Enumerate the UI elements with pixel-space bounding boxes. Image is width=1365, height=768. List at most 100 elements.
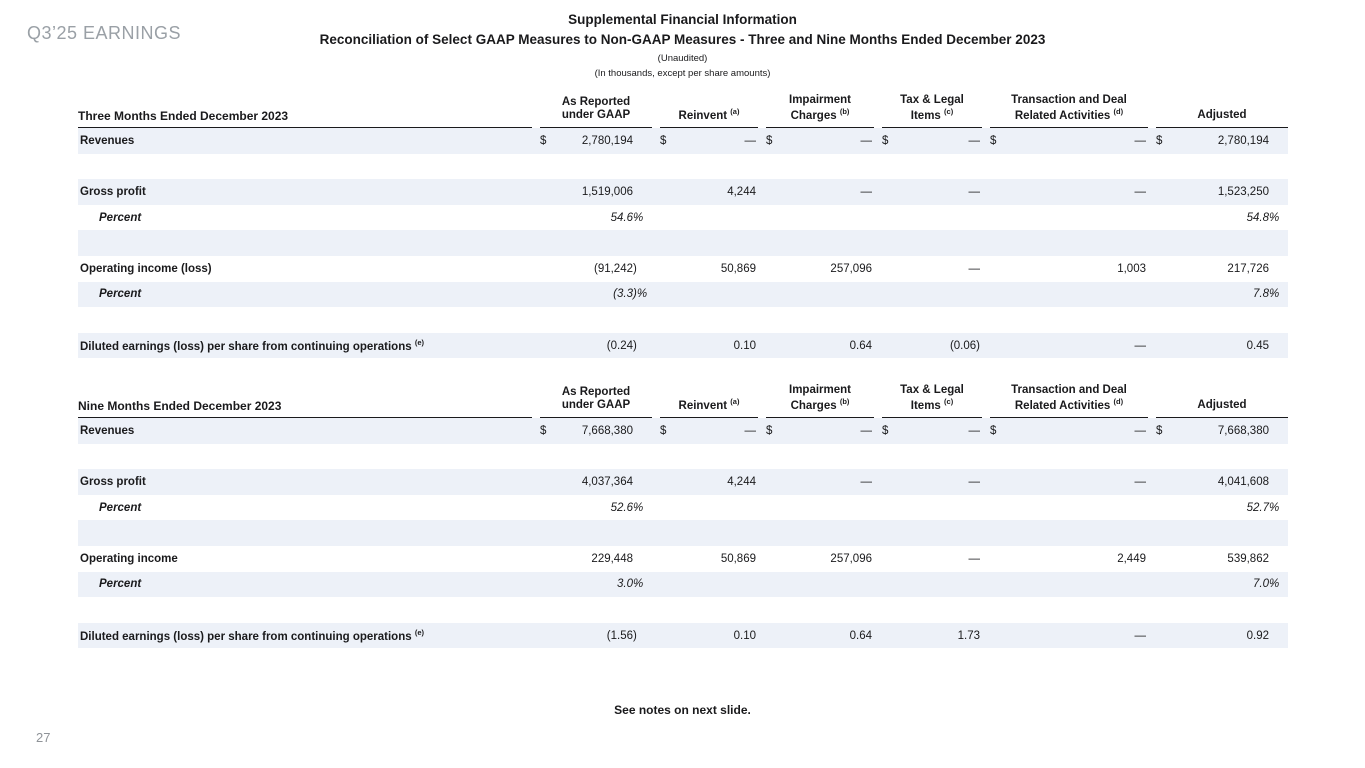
cell-as-reported-under-gaap: 52.6 % [610, 501, 644, 514]
row-label: Revenues [78, 418, 532, 444]
cell-tax-legal-items: — [874, 469, 982, 495]
dollar-sign: $ [766, 134, 773, 147]
dollar-sign: $ [990, 424, 997, 437]
table-header-row: Nine Months Ended December 2023 As Report… [78, 377, 1288, 418]
row-label: Operating income (loss) [80, 262, 212, 275]
cell-reinvent [652, 571, 758, 598]
cell-as-reported-under-gaap: 54.6 % [610, 211, 644, 224]
cell-transaction-deal-related-activities: $ — [982, 418, 1148, 444]
cell-impairment-charges: — [758, 179, 874, 205]
cell-adjusted: $2,780,194 [1148, 128, 1288, 154]
table-row: Revenues $2,780,194 $ — $ — $ — $ — $2,780,194 [78, 128, 1288, 154]
dollar-sign: $ [660, 424, 667, 437]
cell-adjusted: 7.8 % [1148, 281, 1288, 308]
title-block: Supplemental Financial Information Recon… [0, 12, 1365, 79]
cell-as-reported-under-gaap: (1.56) [532, 622, 652, 649]
cell-adjusted: 7.0 % [1148, 571, 1288, 598]
page-number: 27 [36, 730, 51, 745]
footnote-marker: (a) [730, 106, 740, 116]
cell-reinvent: 0.10 [652, 332, 758, 359]
column-header-transaction-deal-related-activities: Transaction and Deal Related Activities … [982, 87, 1148, 128]
spacer-cell [78, 154, 1288, 180]
cell-tax-legal-items: 1.73 [874, 622, 982, 649]
cell-reinvent: 50,869 [720, 262, 756, 275]
spacer-row [78, 307, 1288, 333]
cell-impairment-charges: — [758, 469, 874, 495]
table-header-row: Three Months Ended December 2023 As Repor… [78, 87, 1288, 128]
cell-impairment-charges: 257,096 [830, 262, 872, 275]
column-header-adjusted: Adjusted [1148, 87, 1288, 128]
cell-tax-legal-items [874, 495, 982, 521]
spacer-row [78, 444, 1288, 470]
table-row: Operating income (loss) (91,242) 50,869 257… [78, 256, 1288, 282]
column-header-as-reported-under-gaap: As Reported under GAAP [532, 87, 652, 128]
row-label: Diluted earnings (loss) per share from c… [78, 622, 532, 649]
row-label: Percent [99, 211, 142, 224]
footer-note: See notes on next slide. [614, 703, 751, 717]
cell-as-reported-under-gaap: 3.0 % [532, 571, 652, 598]
cell-adjusted: 0.45 [1148, 332, 1288, 359]
cell-reinvent: $ — [652, 418, 758, 444]
cell-as-reported-under-gaap: 229,448 [591, 552, 633, 565]
spacer-row [78, 520, 1288, 546]
cell-as-reported-under-gaap: (91,242) [593, 262, 637, 275]
cell-transaction-deal-related-activities: — [982, 469, 1148, 495]
row-label: Percent [78, 571, 532, 598]
cell-adjusted: 1,523,250 [1148, 179, 1288, 205]
table-title: Nine Months Ended December 2023 [78, 377, 532, 418]
nine-months-table: Nine Months Ended December 2023 As Report… [78, 377, 1288, 649]
row-label: Gross profit [78, 469, 532, 495]
cell-as-reported-under-gaap: $7,668,380 [532, 418, 652, 444]
cell-impairment-charges [758, 205, 874, 231]
cell-transaction-deal-related-activities: 2,449 [1117, 552, 1146, 565]
dollar-sign: $ [766, 424, 773, 437]
footnote-marker: (e) [414, 628, 424, 638]
cell-adjusted: 54.8 % [1246, 211, 1280, 224]
cell-adjusted: $7,668,380 [1148, 418, 1288, 444]
cell-transaction-deal-related-activities: — [982, 332, 1148, 359]
footnote-marker: (d) [1113, 396, 1124, 406]
table-row: Operating income 229,448 50,869 257,096 — 2,4… [78, 546, 1288, 572]
column-header-transaction-deal-related-activities: Transaction and Deal Related Activities … [982, 377, 1148, 418]
spacer-cell [78, 520, 1288, 546]
table-row: Percent 3.0 % 7.0 % [78, 571, 1288, 598]
cell-transaction-deal-related-activities [982, 281, 1148, 308]
dollar-sign: $ [990, 134, 997, 147]
spacer-row [78, 230, 1288, 256]
cell-tax-legal-items: — [968, 552, 981, 565]
table-row: Revenues $7,668,380 $ — $ — $ — $ — $7,668,380 [78, 418, 1288, 444]
cell-tax-legal-items [874, 571, 982, 598]
dollar-sign: $ [882, 424, 889, 437]
spacer-cell [78, 597, 1288, 623]
footnote-marker: (c) [944, 106, 954, 116]
footnote-marker: (d) [1113, 106, 1124, 116]
table-row: Diluted earnings (loss) per share from c… [78, 332, 1288, 359]
dollar-sign: $ [540, 424, 547, 437]
cell-impairment-charges: $ — [758, 418, 874, 444]
cell-adjusted: 52.7 % [1246, 501, 1280, 514]
dollar-sign: $ [882, 134, 889, 147]
cell-transaction-deal-related-activities [982, 205, 1148, 231]
cell-impairment-charges: 0.64 [758, 332, 874, 359]
column-header-as-reported-under-gaap: As Reported under GAAP [532, 377, 652, 418]
spacer-row [78, 597, 1288, 623]
cell-adjusted: 217,726 [1227, 262, 1269, 275]
footnote-marker: (c) [944, 396, 954, 406]
cell-impairment-charges: 257,096 [830, 552, 872, 565]
cell-impairment-charges: 0.64 [758, 622, 874, 649]
cell-tax-legal-items: — [968, 262, 981, 275]
column-header-impairment-charges: Impairment Charges (b) [758, 377, 874, 418]
spacer-cell [78, 230, 1288, 256]
row-label: Percent [99, 501, 142, 514]
cell-as-reported-under-gaap: 4,037,364 [532, 469, 652, 495]
table-row: Percent 54.6 % 54.8 % [78, 205, 1288, 231]
cell-transaction-deal-related-activities: $ — [982, 128, 1148, 154]
column-header-tax-legal-items: Tax & Legal Items (c) [874, 377, 982, 418]
cell-adjusted: 4,041,608 [1148, 469, 1288, 495]
cell-reinvent [652, 281, 758, 308]
cell-tax-legal-items: $ — [874, 128, 982, 154]
cell-tax-legal-items: $ — [874, 418, 982, 444]
cell-reinvent [652, 495, 758, 521]
units-note: (In thousands, except per share amounts) [594, 68, 771, 79]
column-header-reinvent: Reinvent (a) [652, 377, 758, 418]
